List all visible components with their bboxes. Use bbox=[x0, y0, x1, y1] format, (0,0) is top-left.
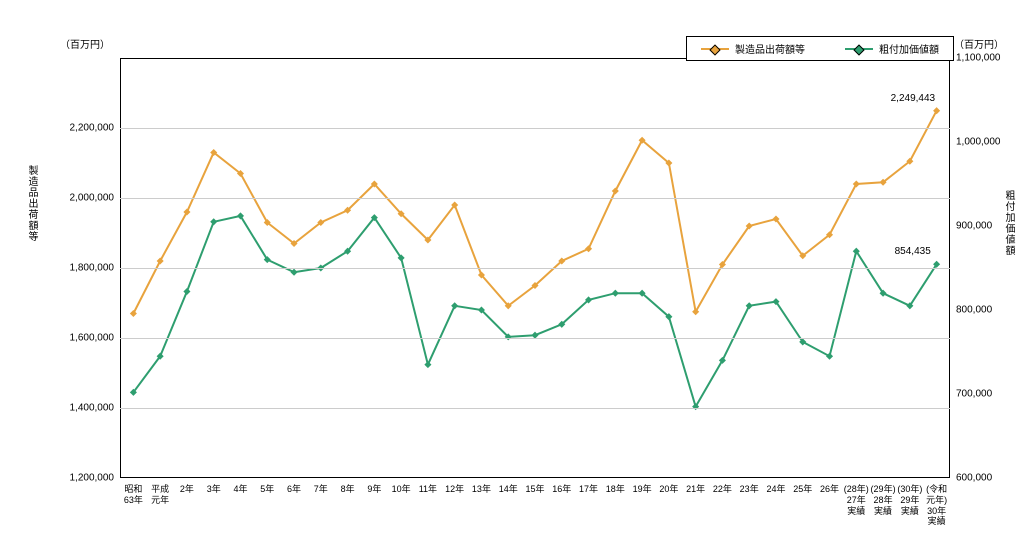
y-right-tick: 700,000 bbox=[956, 389, 992, 400]
x-tick: 19年 bbox=[633, 484, 652, 495]
x-tick: 26年 bbox=[820, 484, 839, 495]
x-tick: 20年 bbox=[659, 484, 678, 495]
x-tick: 6年 bbox=[287, 484, 301, 495]
x-tick: (令和 元年) 30年 実績 bbox=[926, 484, 947, 527]
gridline bbox=[120, 128, 950, 129]
y-left-tick: 2,000,000 bbox=[70, 193, 115, 204]
x-tick: 24年 bbox=[766, 484, 785, 495]
x-tick: 平成 元年 bbox=[151, 484, 169, 506]
y-left-unit: （百万円） bbox=[60, 36, 110, 51]
y-left-tick: 1,600,000 bbox=[70, 333, 115, 344]
legend-item: 粗付加価値額 bbox=[845, 41, 939, 56]
data-annotation: 854,435 bbox=[895, 246, 931, 257]
chart-container: （百万円） （百万円） 製造品出荷額等 粗付加価値額 製造品出荷額等 粗付加価値… bbox=[0, 0, 1024, 551]
x-tick: 12年 bbox=[445, 484, 464, 495]
x-tick: 21年 bbox=[686, 484, 705, 495]
x-tick: (30年) 29年 実績 bbox=[897, 484, 922, 516]
y-right-axis-label: 粗付加価値額 bbox=[1001, 190, 1016, 256]
legend-label: 製造品出荷額等 bbox=[735, 41, 805, 56]
legend-label: 粗付加価値額 bbox=[879, 41, 939, 56]
y-right-tick: 600,000 bbox=[956, 473, 992, 484]
x-tick: 7年 bbox=[314, 484, 328, 495]
gridline bbox=[120, 198, 950, 199]
y-right-unit: （百万円） bbox=[954, 36, 1004, 51]
y-left-axis-label: 製造品出荷額等 bbox=[24, 165, 39, 242]
x-tick: 2年 bbox=[180, 484, 194, 495]
x-tick: (29年) 28年 実績 bbox=[871, 484, 896, 516]
y-left-tick: 1,200,000 bbox=[70, 473, 115, 484]
x-tick: 5年 bbox=[260, 484, 274, 495]
x-tick: 14年 bbox=[499, 484, 518, 495]
y-right-tick: 1,000,000 bbox=[956, 137, 1001, 148]
x-tick: 13年 bbox=[472, 484, 491, 495]
x-tick: 9年 bbox=[367, 484, 381, 495]
gridline bbox=[120, 338, 950, 339]
y-right-tick: 1,100,000 bbox=[956, 53, 1001, 64]
y-right-tick: 800,000 bbox=[956, 305, 992, 316]
plot-area: 1,200,0001,400,0001,600,0001,800,0002,00… bbox=[120, 58, 950, 478]
x-tick: 昭和 63年 bbox=[124, 484, 143, 506]
gridline bbox=[120, 268, 950, 269]
gridline bbox=[120, 408, 950, 409]
legend-item: 製造品出荷額等 bbox=[701, 41, 805, 56]
x-tick: 17年 bbox=[579, 484, 598, 495]
x-tick: 11年 bbox=[419, 484, 437, 495]
x-tick: 4年 bbox=[233, 484, 247, 495]
x-tick: 16年 bbox=[552, 484, 571, 495]
data-annotation: 2,249,443 bbox=[891, 93, 936, 104]
x-tick: (28年) 27年 実績 bbox=[844, 484, 869, 516]
y-left-tick: 2,200,000 bbox=[70, 123, 115, 134]
x-tick: 18年 bbox=[606, 484, 625, 495]
y-left-tick: 1,800,000 bbox=[70, 263, 115, 274]
x-tick: 8年 bbox=[341, 484, 355, 495]
y-left-tick: 1,400,000 bbox=[70, 403, 115, 414]
legend-swatch bbox=[845, 48, 873, 50]
x-tick: 23年 bbox=[740, 484, 759, 495]
legend: 製造品出荷額等 粗付加価値額 bbox=[686, 36, 954, 61]
y-right-tick: 900,000 bbox=[956, 221, 992, 232]
x-tick: 10年 bbox=[392, 484, 411, 495]
x-tick: 25年 bbox=[793, 484, 812, 495]
x-tick: 3年 bbox=[207, 484, 221, 495]
legend-swatch bbox=[701, 48, 729, 50]
x-tick: 15年 bbox=[525, 484, 544, 495]
x-tick: 22年 bbox=[713, 484, 732, 495]
